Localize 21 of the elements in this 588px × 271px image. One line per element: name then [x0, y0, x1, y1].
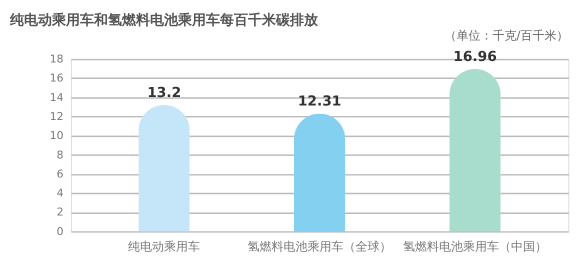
data-label: 16.96	[453, 49, 497, 66]
bar	[138, 105, 190, 232]
y-tick-label: 8	[56, 148, 64, 162]
x-tick-label: 纯电动乘用车	[128, 240, 200, 254]
y-tick-label: 10	[50, 129, 64, 142]
y-tick-label: 0	[56, 224, 64, 238]
y-tick-label: 18	[50, 52, 64, 66]
chart-title: 纯电动乘用车和氢燃料电池乘用车每百千米碳排放	[8, 12, 319, 29]
data-label: 13.2	[147, 85, 182, 102]
y-tick-label: 2	[56, 206, 64, 219]
y-tick-label: 6	[56, 167, 64, 180]
bar	[294, 114, 346, 232]
y-tick-label: 14	[50, 90, 64, 104]
y-tick-label: 16	[50, 72, 64, 85]
data-label: 12.31	[298, 94, 342, 110]
y-tick-label: 4	[56, 186, 64, 200]
x-tick-label: 氢燃料电池乘用车（中国）	[403, 240, 548, 254]
y-tick-label: 12	[50, 110, 64, 123]
bar	[449, 69, 501, 232]
x-tick-label: 氢燃料电池乘用车（全球）	[248, 240, 392, 254]
chart-subtitle: （单位：千克/百千米）	[444, 28, 568, 42]
